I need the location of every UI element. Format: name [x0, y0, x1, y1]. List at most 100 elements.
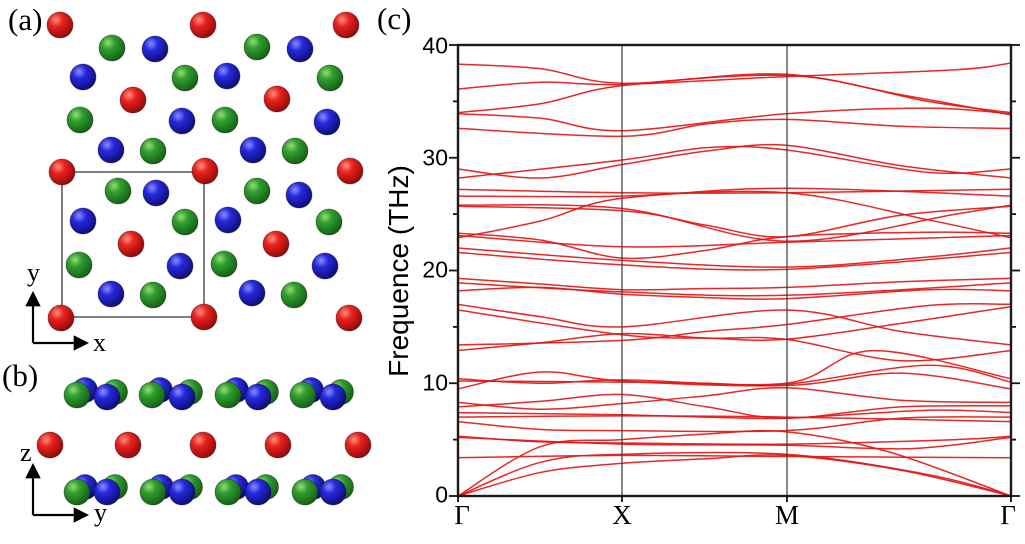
- green-atom: [281, 137, 309, 165]
- blue-atom: [141, 35, 169, 63]
- green-atom: [63, 381, 91, 409]
- green-atom: [65, 251, 93, 279]
- blue-atom: [286, 35, 314, 63]
- red-atom: [263, 85, 291, 113]
- green-atom: [171, 64, 199, 92]
- blue-atom: [168, 107, 196, 135]
- phonon-branch: [458, 204, 1011, 242]
- phonon-branch: [458, 371, 1011, 390]
- crystal-top-view-atoms: [46, 11, 364, 332]
- unit-cell-rect: [61, 171, 205, 318]
- panel-a-y-axis-label: y: [27, 258, 40, 287]
- blue-atom: [97, 136, 125, 164]
- panel-b-y-axis-label: y: [94, 498, 107, 527]
- blue-atom: [93, 478, 121, 506]
- panel-a-axes-arrows: [25, 290, 90, 351]
- red-atom: [119, 86, 147, 114]
- phonon-band-curves: [458, 62, 1011, 496]
- phonon-branch: [458, 454, 1011, 496]
- phonon-branch: [458, 74, 1011, 116]
- blue-atom: [244, 478, 272, 506]
- blue-atom: [313, 108, 341, 136]
- phonon-branch: [458, 143, 1011, 179]
- phonon-branch: [458, 305, 1011, 341]
- green-atom: [315, 208, 343, 236]
- phonon-branch: [458, 282, 1011, 297]
- red-atom: [191, 157, 219, 185]
- phonon-branch: [458, 118, 1011, 138]
- red-atom: [262, 230, 290, 258]
- phonon-branch: [458, 451, 1011, 496]
- red-atom: [335, 304, 363, 332]
- green-atom: [139, 281, 167, 309]
- panel-b-z-axis-label: z: [20, 438, 32, 467]
- red-atom: [336, 157, 364, 185]
- ytick-30: 30: [422, 144, 448, 171]
- red-atom: [46, 11, 74, 39]
- green-atom: [63, 478, 91, 506]
- blue-atom: [319, 478, 347, 506]
- ytick-0: 0: [435, 481, 448, 508]
- plot-ticks: [449, 44, 1020, 502]
- green-atom: [280, 281, 308, 309]
- green-atom: [98, 34, 126, 62]
- red-atom: [48, 158, 76, 186]
- phonon-branch: [458, 107, 1011, 132]
- ytick-40: 40: [422, 32, 448, 59]
- phonon-branch: [458, 251, 1011, 271]
- phonon-branch: [458, 435, 1011, 446]
- phonon-branch: [458, 416, 1011, 433]
- blue-atom: [239, 136, 267, 164]
- panel-b-label: (b): [2, 358, 39, 393]
- blue-atom: [69, 207, 97, 235]
- red-atom: [114, 431, 142, 459]
- phonon-branch: [458, 205, 1011, 238]
- red-atom: [344, 431, 372, 459]
- phonon-branch: [458, 303, 1011, 346]
- phonon-branch: [458, 409, 1011, 420]
- blue-atom: [213, 62, 241, 90]
- panel-c-label: (c): [377, 1, 412, 36]
- phonon-branch: [458, 187, 1011, 198]
- kpoint-label-gamma-left: Γ: [454, 500, 470, 530]
- phonon-branch: [458, 231, 1011, 260]
- blue-atom: [168, 478, 196, 506]
- red-atom: [190, 303, 218, 331]
- phonon-branch: [458, 247, 1011, 268]
- crystal-side-view-atoms: [36, 377, 372, 506]
- red-atom: [47, 304, 75, 332]
- green-atom: [211, 106, 239, 134]
- green-atom: [289, 381, 317, 409]
- green-atom: [139, 137, 167, 165]
- green-atom: [171, 208, 199, 236]
- green-atom: [214, 478, 242, 506]
- phonon-branch: [458, 286, 1011, 300]
- red-atom: [117, 230, 145, 258]
- blue-atom: [285, 181, 313, 209]
- phonon-branch: [458, 234, 1011, 248]
- kpoint-label-gamma-right: Γ: [1000, 500, 1016, 530]
- phonon-branch: [458, 145, 1011, 179]
- blue-atom: [93, 383, 121, 411]
- panel-a-x-axis-label: x: [93, 328, 106, 357]
- phonon-branch: [458, 415, 1011, 423]
- red-atom: [264, 431, 292, 459]
- phonon-branch: [458, 393, 1011, 419]
- panel-a-label: (a): [8, 2, 43, 37]
- kpoint-label-x: X: [612, 500, 632, 530]
- green-atom: [66, 106, 94, 134]
- unit-cell-outline: [61, 171, 205, 318]
- kpoint-label-m: M: [774, 500, 800, 530]
- blue-atom: [319, 383, 347, 411]
- green-atom: [243, 177, 271, 205]
- blue-atom: [244, 383, 272, 411]
- phonon-branch: [458, 302, 1011, 346]
- blue-atom: [214, 206, 242, 234]
- phonon-branch: [458, 62, 1011, 90]
- green-atom: [243, 33, 271, 61]
- red-atom: [332, 11, 360, 39]
- green-atom: [139, 478, 167, 506]
- green-atom: [316, 64, 344, 92]
